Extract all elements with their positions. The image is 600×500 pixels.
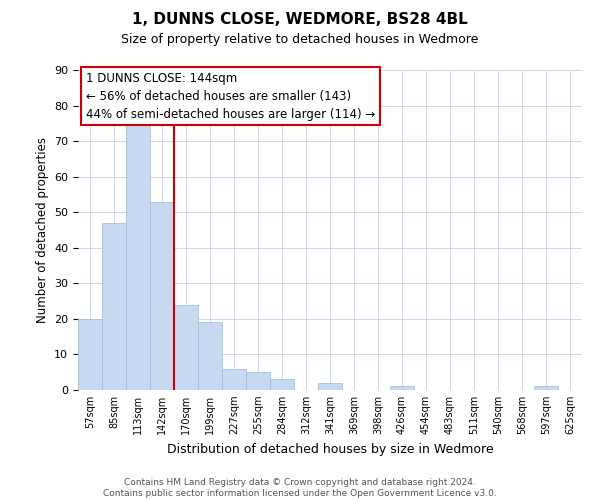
Bar [222,368,246,390]
Bar [78,319,102,390]
Bar [174,304,198,390]
Text: Contains HM Land Registry data © Crown copyright and database right 2024.
Contai: Contains HM Land Registry data © Crown c… [103,478,497,498]
Bar [390,386,414,390]
Y-axis label: Number of detached properties: Number of detached properties [35,137,49,323]
Text: 1 DUNNS CLOSE: 144sqm
← 56% of detached houses are smaller (143)
44% of semi-det: 1 DUNNS CLOSE: 144sqm ← 56% of detached … [86,72,375,120]
Bar [270,380,294,390]
Bar [534,386,558,390]
Bar [246,372,270,390]
Text: 1, DUNNS CLOSE, WEDMORE, BS28 4BL: 1, DUNNS CLOSE, WEDMORE, BS28 4BL [132,12,468,28]
Text: Size of property relative to detached houses in Wedmore: Size of property relative to detached ho… [121,32,479,46]
X-axis label: Distribution of detached houses by size in Wedmore: Distribution of detached houses by size … [167,442,493,456]
Bar [150,202,174,390]
Bar [126,120,150,390]
Bar [318,383,342,390]
Bar [198,322,222,390]
Bar [102,223,126,390]
